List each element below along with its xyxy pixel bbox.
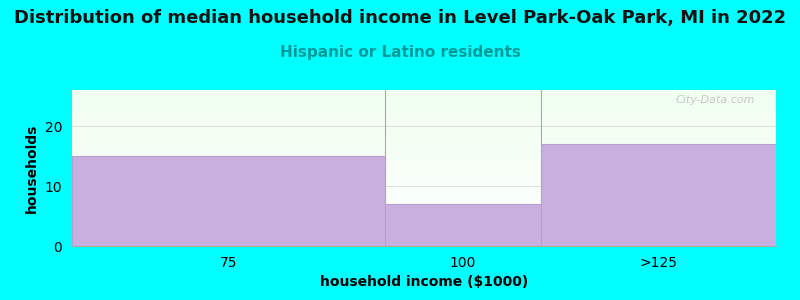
Text: Distribution of median household income in Level Park-Oak Park, MI in 2022: Distribution of median household income … bbox=[14, 9, 786, 27]
X-axis label: household income ($1000): household income ($1000) bbox=[320, 275, 528, 289]
Bar bbox=[542, 144, 776, 246]
Text: Hispanic or Latino residents: Hispanic or Latino residents bbox=[279, 45, 521, 60]
Bar bbox=[72, 156, 385, 246]
Y-axis label: households: households bbox=[25, 123, 39, 213]
Bar bbox=[385, 204, 542, 246]
Text: City-Data.com: City-Data.com bbox=[675, 95, 755, 105]
